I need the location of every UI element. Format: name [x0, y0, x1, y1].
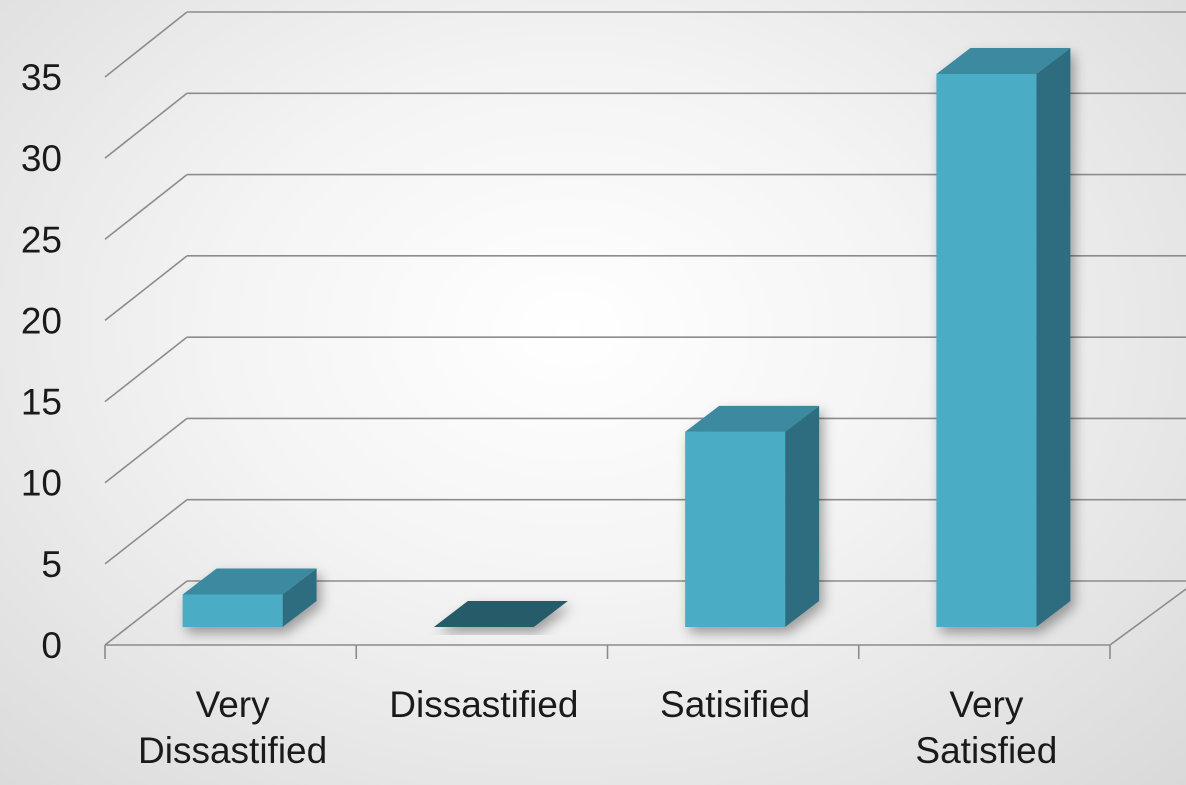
- x-category-label: Satisified: [660, 684, 810, 725]
- x-category-labels: Very Dissastified Dissastified Satisified Ve…: [138, 684, 1057, 771]
- y-tick-label: 0: [41, 625, 62, 666]
- axes: [104, 588, 1186, 659]
- x-category-label: Very Satisfied: [915, 684, 1057, 771]
- gridline: [104, 11, 1186, 78]
- y-tick-label: 10: [21, 463, 62, 504]
- y-tick-labels: 0 5 10 15 20 25 30 35: [21, 57, 62, 666]
- bar: [182, 568, 317, 627]
- floor-edge: [1109, 588, 1186, 646]
- y-tick-label: 25: [21, 219, 62, 260]
- bar: [433, 601, 568, 627]
- y-tick-label: 30: [21, 138, 62, 179]
- bar: [685, 405, 820, 627]
- bars: [182, 48, 1071, 627]
- y-tick-label: 35: [21, 57, 62, 98]
- y-tick-label: 15: [21, 382, 62, 423]
- bar: [936, 48, 1071, 627]
- x-category-label: Very Dissastified: [138, 684, 327, 771]
- x-category-label: Dissastified: [389, 684, 578, 725]
- y-tick-label: 20: [21, 300, 62, 341]
- y-tick-label: 5: [41, 544, 62, 585]
